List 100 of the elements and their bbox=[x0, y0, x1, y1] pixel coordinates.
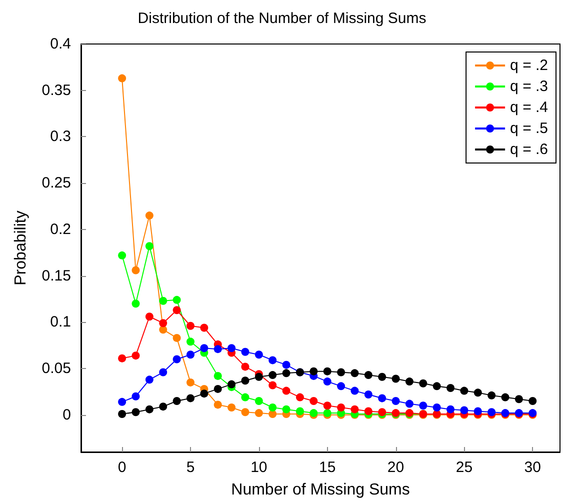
y-tick-label: 0.25 bbox=[42, 174, 71, 192]
point bbox=[132, 300, 140, 308]
point bbox=[405, 378, 414, 386]
point bbox=[323, 367, 332, 376]
point bbox=[350, 405, 359, 414]
point bbox=[214, 345, 222, 354]
point bbox=[364, 390, 372, 399]
point bbox=[514, 395, 523, 404]
point bbox=[172, 334, 181, 342]
point bbox=[254, 397, 263, 405]
point bbox=[186, 338, 194, 346]
point bbox=[310, 397, 318, 405]
x-axis-title: Number of Missing Sums bbox=[231, 482, 410, 498]
point bbox=[118, 74, 126, 82]
point bbox=[364, 371, 372, 380]
point bbox=[310, 367, 318, 376]
point bbox=[254, 372, 263, 381]
point bbox=[214, 372, 222, 380]
point bbox=[528, 397, 537, 405]
point bbox=[145, 242, 154, 250]
point bbox=[159, 326, 168, 334]
point bbox=[474, 388, 482, 397]
point bbox=[254, 409, 263, 418]
x-tick-label: 10 bbox=[250, 459, 268, 476]
point bbox=[159, 402, 168, 411]
x-tick-label: 15 bbox=[319, 459, 336, 476]
point bbox=[241, 362, 250, 371]
point bbox=[118, 398, 126, 406]
y-tick-label: 0.2 bbox=[50, 220, 71, 238]
point bbox=[364, 407, 372, 416]
point bbox=[241, 348, 250, 356]
point bbox=[132, 352, 140, 360]
point bbox=[241, 393, 250, 402]
y-tick-label: 0.05 bbox=[42, 360, 71, 378]
y-tick-label: 0.15 bbox=[42, 267, 71, 284]
y-tick-label: 0.4 bbox=[50, 36, 71, 52]
point bbox=[228, 380, 236, 388]
legend-label: q = .6 bbox=[510, 141, 548, 158]
point bbox=[268, 410, 277, 418]
point bbox=[214, 400, 222, 409]
point bbox=[214, 384, 222, 393]
point bbox=[460, 386, 468, 395]
point bbox=[172, 306, 181, 314]
point bbox=[159, 296, 168, 305]
point bbox=[172, 355, 181, 364]
point bbox=[392, 374, 400, 383]
legend-label: q = .4 bbox=[510, 99, 548, 116]
point bbox=[172, 296, 181, 304]
point bbox=[419, 402, 428, 410]
y-tick-label: 0.1 bbox=[50, 314, 71, 331]
point bbox=[282, 405, 290, 414]
point bbox=[200, 344, 208, 352]
point bbox=[132, 408, 140, 416]
x-tick-label: 0 bbox=[118, 459, 126, 476]
y-tick-label: 0.35 bbox=[42, 82, 71, 99]
point bbox=[323, 378, 332, 386]
x-tick-label: 25 bbox=[456, 459, 473, 476]
point bbox=[200, 324, 208, 332]
point bbox=[337, 403, 346, 412]
point bbox=[145, 212, 154, 220]
point bbox=[186, 378, 194, 386]
x-tick-label: 5 bbox=[186, 459, 195, 476]
point bbox=[118, 354, 126, 362]
point bbox=[145, 312, 154, 321]
point bbox=[254, 350, 263, 359]
point bbox=[228, 344, 236, 352]
legend-label: q = .3 bbox=[510, 78, 548, 95]
point bbox=[296, 407, 304, 416]
point bbox=[337, 382, 346, 390]
point bbox=[432, 403, 441, 412]
point bbox=[323, 402, 332, 410]
point bbox=[268, 371, 277, 380]
point bbox=[172, 397, 181, 405]
y-tick-label: 0.3 bbox=[50, 128, 71, 146]
point bbox=[419, 379, 428, 388]
chart-title: Distribution of the Number of Missing Sums bbox=[138, 10, 426, 27]
point bbox=[405, 400, 414, 408]
point bbox=[474, 407, 482, 416]
point bbox=[350, 386, 359, 395]
point bbox=[228, 403, 236, 412]
point bbox=[268, 403, 277, 412]
point bbox=[488, 391, 496, 400]
point bbox=[296, 393, 304, 402]
point bbox=[460, 406, 468, 414]
point bbox=[501, 393, 510, 402]
point bbox=[241, 376, 250, 385]
point bbox=[282, 386, 290, 395]
point bbox=[268, 381, 277, 390]
point bbox=[350, 369, 359, 378]
point bbox=[282, 369, 290, 378]
point bbox=[159, 319, 168, 328]
point bbox=[241, 408, 250, 416]
point bbox=[186, 322, 194, 330]
point bbox=[200, 390, 208, 398]
point bbox=[118, 410, 126, 418]
point bbox=[132, 266, 140, 274]
point bbox=[186, 394, 194, 402]
y-axis-title: Probability bbox=[12, 210, 30, 286]
point bbox=[392, 397, 400, 405]
point bbox=[378, 394, 386, 402]
